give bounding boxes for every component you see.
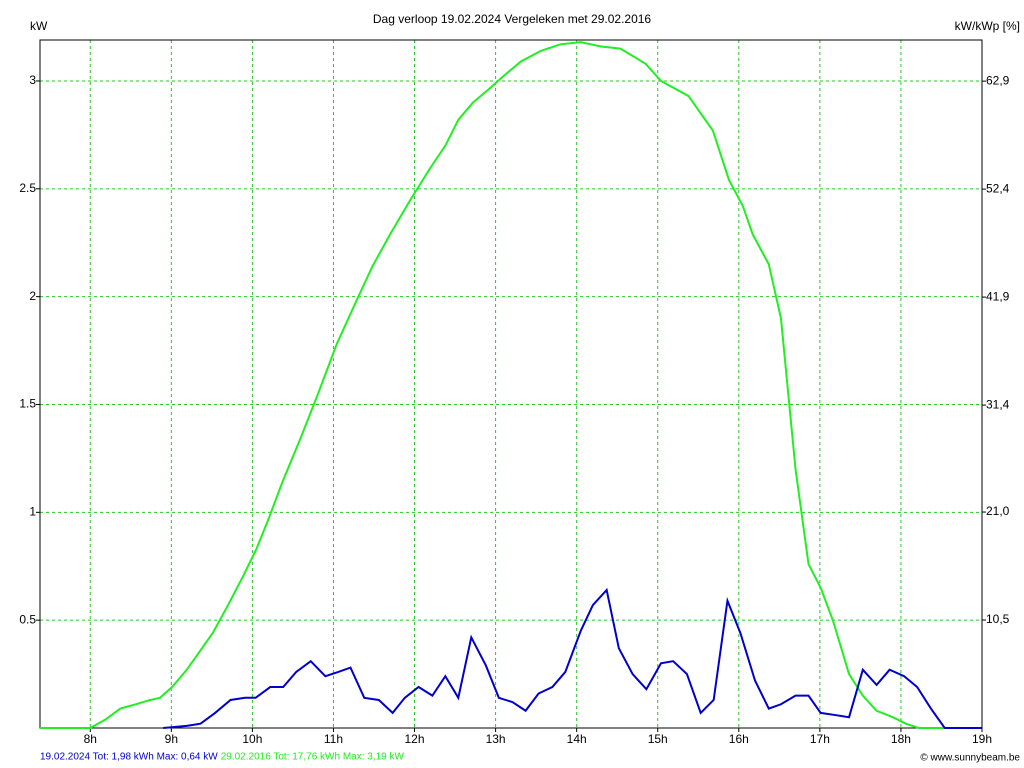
- y2-tick-label: 31,4: [986, 397, 1010, 411]
- x-tick-label: 16h: [729, 732, 749, 746]
- x-tick-label: 9h: [165, 732, 178, 746]
- y-axis-label: kW: [30, 19, 48, 33]
- plot-frame: [39, 39, 983, 729]
- chart-title: Dag verloop 19.02.2024 Vergeleken met 29…: [373, 12, 652, 26]
- y-tick-label: 1: [29, 504, 36, 518]
- x-tick-label: 15h: [648, 732, 668, 746]
- y2-axis-label: kW/kWp [%]: [955, 19, 1020, 33]
- x-tick-label: 17h: [810, 732, 830, 746]
- y-tick-label: 2: [29, 289, 36, 303]
- y-tick-label: 0.5: [19, 612, 36, 626]
- x-tick-label: 18h: [891, 732, 911, 746]
- legend-entry: 29.02.2016 Tot: 17,76 kWh Max: 3,19 kW: [221, 752, 405, 763]
- x-tick-label: 19h: [972, 732, 992, 746]
- x-tick-label: 8h: [84, 732, 97, 746]
- y2-tick-label: 10,5: [986, 612, 1010, 626]
- y-tick-label: 2.5: [19, 181, 36, 195]
- series-line: [163, 587, 982, 729]
- x-tick-label: 14h: [567, 732, 587, 746]
- y2-tick-label: 21,0: [986, 504, 1010, 518]
- y2-tick-label: 41,9: [986, 289, 1010, 303]
- legend-entry: 19.02.2024 Tot: 1,98 kWh Max: 0,64 kW: [40, 752, 218, 763]
- y2-tick-label: 52,4: [986, 181, 1010, 195]
- y-tick-label: 1.5: [19, 397, 36, 411]
- y2-tick-label: 62,9: [986, 73, 1010, 87]
- x-tick-label: 12h: [405, 732, 425, 746]
- series-line: [40, 41, 982, 729]
- x-tick-label: 11h: [324, 732, 343, 746]
- x-tick-label: 13h: [486, 732, 506, 746]
- x-tick-label: 10h: [242, 732, 262, 746]
- y-tick-label: 3: [29, 73, 36, 87]
- footer: © www.sunnybeam.be: [920, 753, 1020, 764]
